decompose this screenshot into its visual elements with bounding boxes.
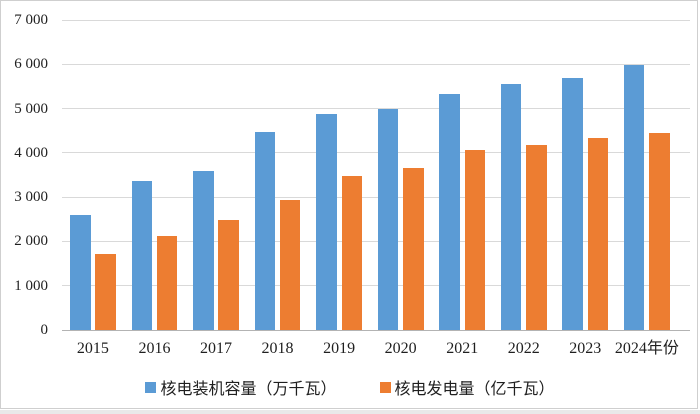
x-tick-label-2016: 2016: [138, 340, 171, 357]
x-tick-label-2022: 2022: [507, 340, 540, 357]
bar-generation-2024: [649, 133, 670, 330]
x-axis-unit-label: 年份: [646, 340, 679, 357]
plot-area: 0 1 000 2 000 3 000 4 000 5 000 6 000 7 000 2015…: [14, 12, 690, 357]
bar-generation-2016: [156, 235, 178, 330]
bar-capacity-2015: [70, 214, 91, 330]
bar-generation-2018: [279, 199, 301, 330]
bar-generation-2020: [403, 167, 424, 330]
legend-label-capacity: 核电装机容量（万千瓦）: [160, 381, 337, 398]
legend: 核电装机容量（万千瓦） 核电发电量（亿千瓦）: [0, 375, 700, 399]
y-tick-label-7000: 7 000: [14, 12, 48, 28]
bar-generation-2019: [341, 175, 362, 330]
x-tick-label-2024: 2024年份: [614, 340, 679, 357]
gridline-6000: [62, 63, 690, 65]
bar-generation-2017: [218, 220, 239, 330]
x-tick-label-2019: 2019: [323, 340, 356, 357]
bar-capacity-2021: [439, 94, 460, 330]
x-axis-line: [62, 329, 690, 331]
x-tick-label-2018: 2018: [261, 340, 294, 357]
gridline-7000: [62, 19, 690, 21]
bar-generation-2022: [526, 144, 547, 330]
bar-capacity-2024: [623, 65, 645, 330]
x-tick-label-2021: 2021: [446, 340, 479, 357]
bar-capacity-2017: [193, 171, 214, 330]
bar-capacity-2022: [500, 84, 522, 330]
y-tick-label-0: 0: [40, 322, 49, 338]
gridline-3000: [62, 196, 690, 198]
legend-swatch-capacity-icon: [145, 381, 157, 393]
bar-capacity-2023: [562, 77, 583, 330]
y-tick-label-4000: 4 000: [14, 144, 48, 161]
legend-item-generation: 核电发电量（亿千瓦）: [379, 375, 555, 399]
bar-generation-2015: [95, 254, 116, 330]
y-tick-label-6000: 6 000: [14, 56, 48, 73]
y-tick-label-5000: 5 000: [14, 100, 48, 117]
y-tick-label-1000: 1 000: [14, 277, 48, 294]
x-tick-label-2017: 2017: [200, 340, 232, 357]
y-tick-label-3000: 3 000: [14, 189, 48, 206]
bar-capacity-2019: [316, 114, 337, 330]
bar-generation-2023: [587, 138, 609, 330]
x-tick-label-2023: 2023: [569, 340, 602, 357]
x-tick-label-2020: 2020: [384, 340, 417, 357]
bar-generation-2021: [464, 149, 486, 330]
bar-capacity-2020: [377, 109, 399, 330]
legend-label-generation: 核电发电量（亿千瓦）: [394, 381, 555, 398]
gridline-5000: [62, 108, 690, 110]
gridline-2000: [62, 240, 690, 242]
y-tick-label-2000: 2 000: [14, 233, 48, 250]
page-background-strip: [0, 410, 700, 414]
gridline-4000: [62, 152, 690, 154]
bar-capacity-2016: [131, 181, 153, 330]
gridline-1000: [62, 285, 690, 287]
bar-capacity-2018: [254, 132, 276, 330]
x-tick-label-2015: 2015: [76, 340, 109, 357]
legend-item-capacity: 核电装机容量（万千瓦）: [145, 375, 337, 399]
legend-swatch-generation-icon: [379, 381, 391, 393]
